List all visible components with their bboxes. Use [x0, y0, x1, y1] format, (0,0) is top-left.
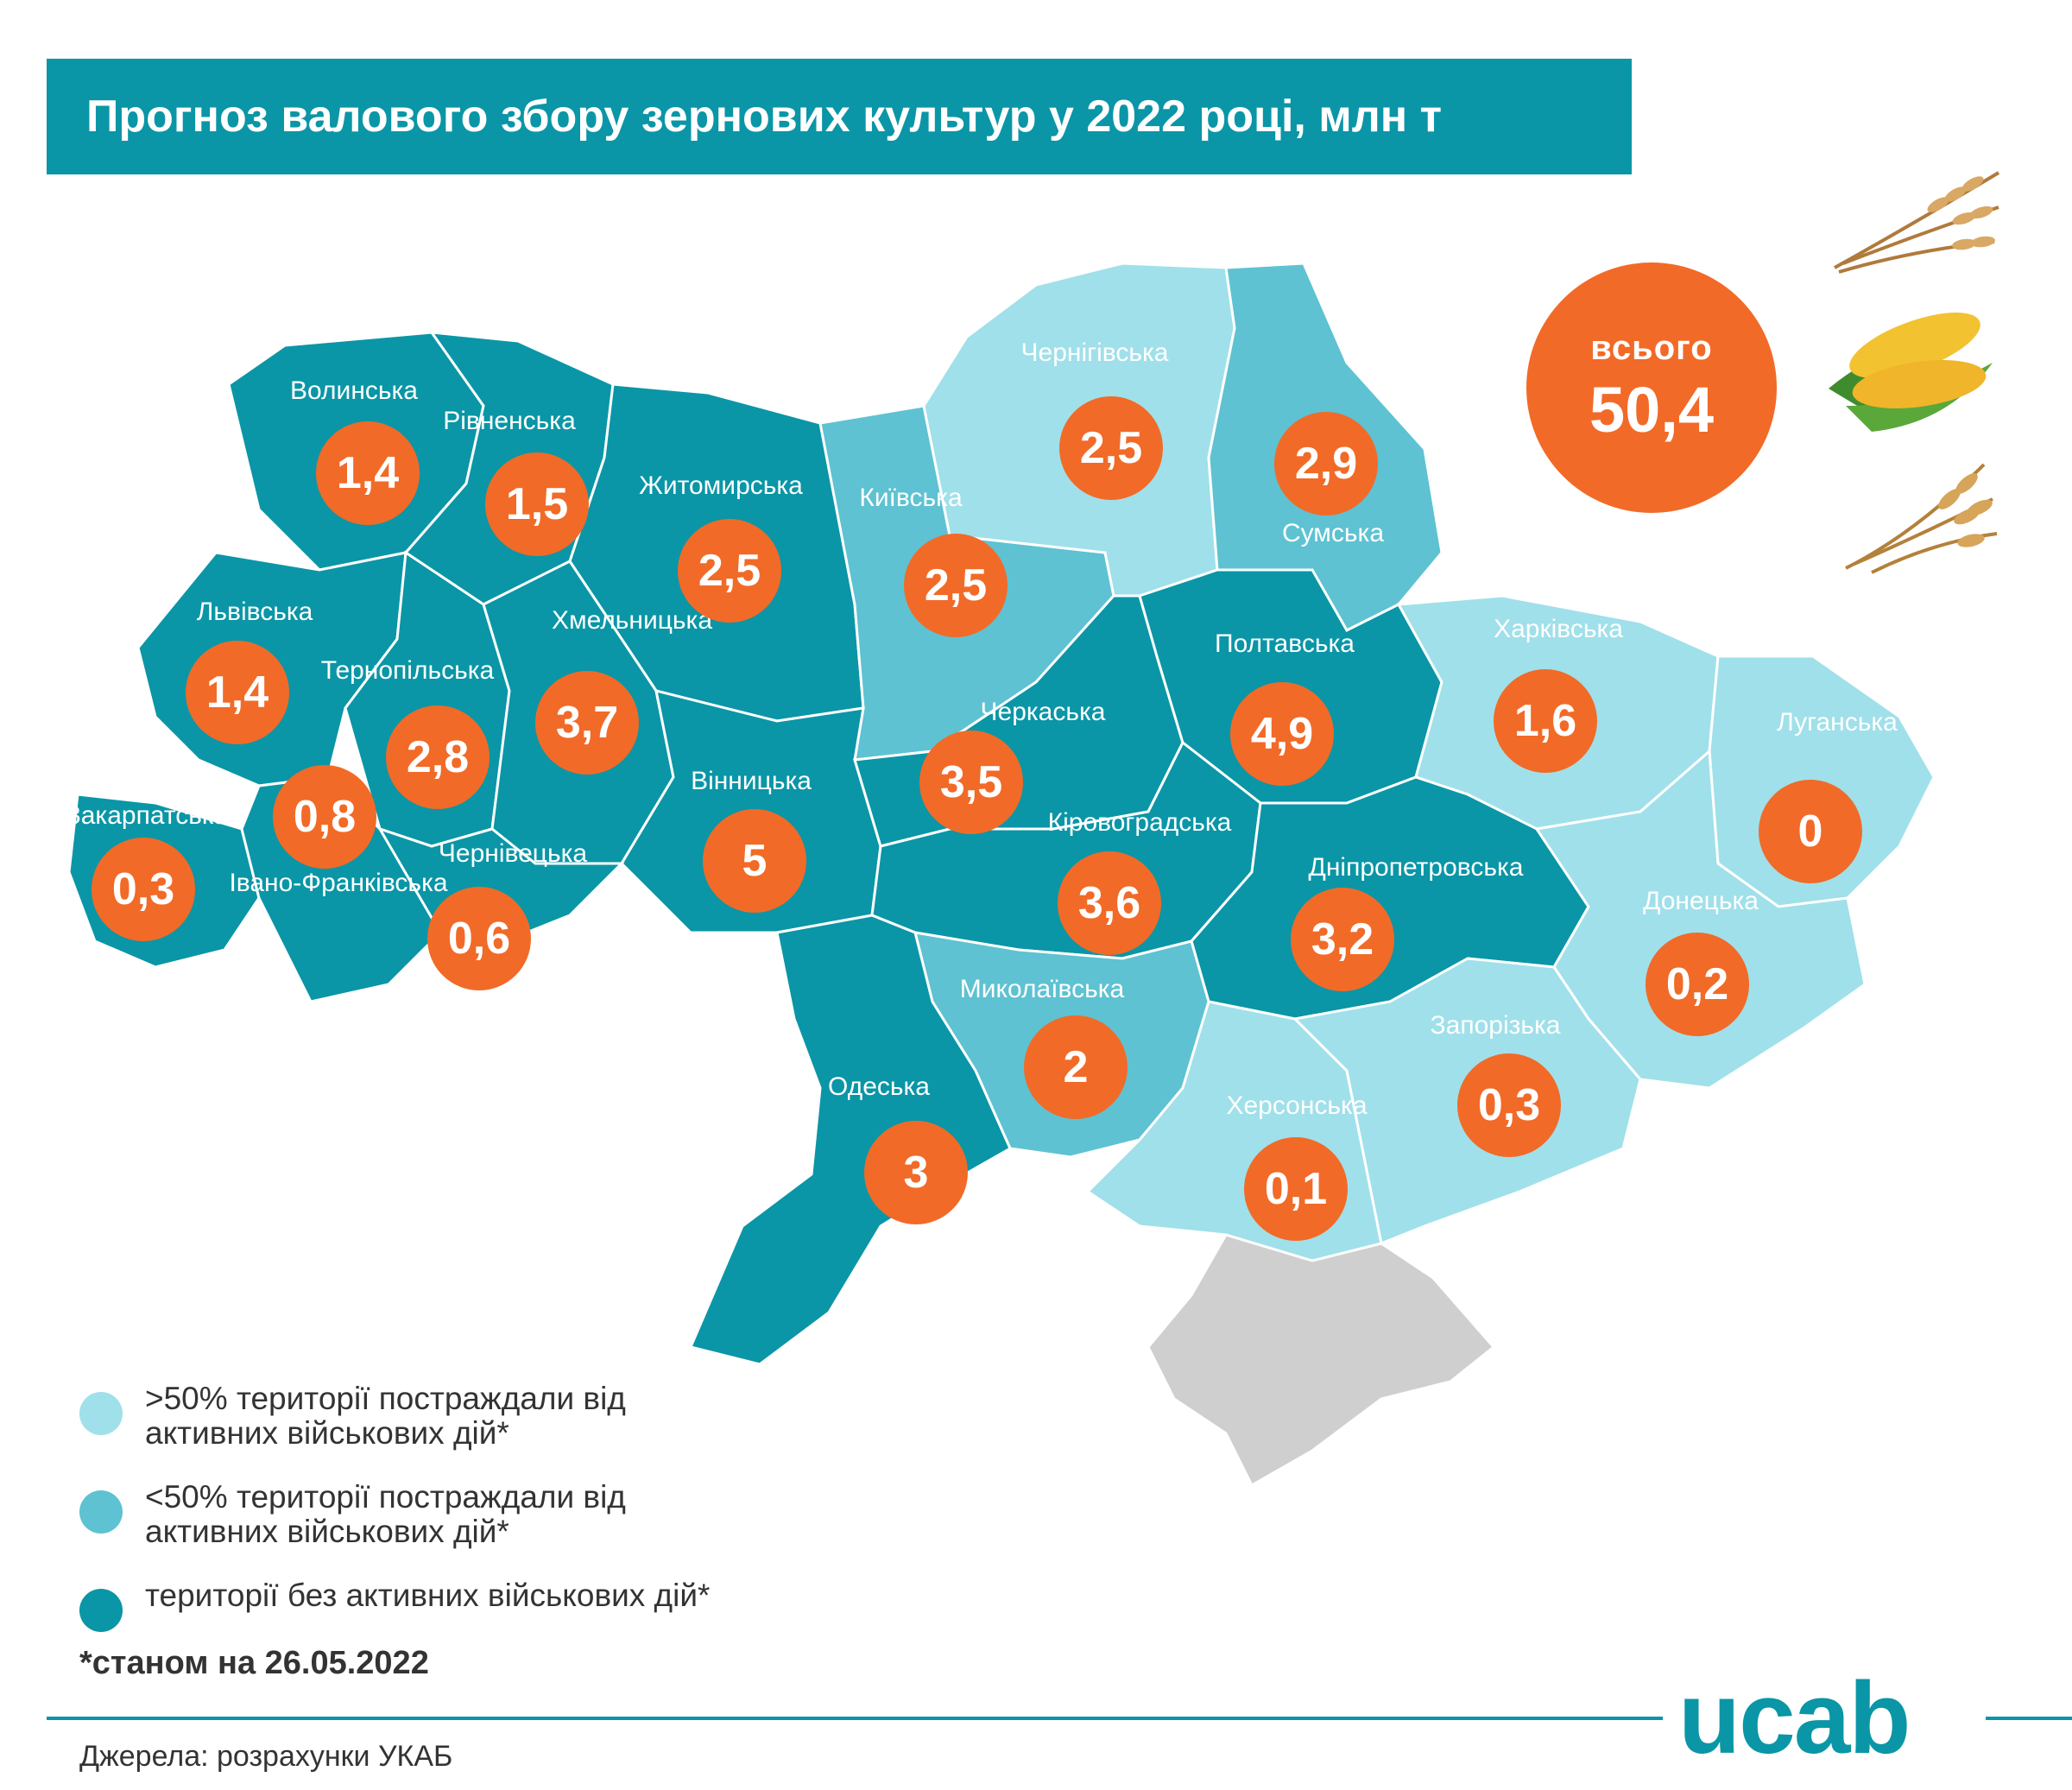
value-label: 0,1: [1265, 1164, 1327, 1214]
region-label: Житомирська: [639, 471, 803, 500]
legend-item: <50% території постраждали від активних …: [79, 1480, 749, 1549]
region-label: Сумська: [1282, 519, 1384, 547]
region-label: Чернігівська: [1021, 338, 1169, 367]
region-label: Тернопільська: [321, 656, 495, 685]
value-label: 0,6: [448, 914, 510, 964]
region-label: Миколаївська: [960, 975, 1125, 1003]
crimea-region: [1147, 1233, 1496, 1488]
legend-swatch: [79, 1490, 123, 1534]
value-bubble: [904, 534, 1008, 637]
value-label: 0,3: [112, 864, 174, 914]
value-label: 4,9: [1251, 709, 1313, 759]
legend-text: території без активних військових дій*: [145, 1578, 711, 1613]
value-label: 1,4: [206, 667, 268, 718]
value-bubble: [1457, 1053, 1561, 1157]
legend-text: >50% території постраждали від активних …: [145, 1381, 626, 1451]
value-bubble: [678, 519, 781, 623]
legend-swatch: [79, 1589, 123, 1632]
value-bubble: [1058, 851, 1161, 955]
source-text: Джерела: розрахунки УКАБ: [79, 1740, 453, 1773]
value-label: 2,5: [1080, 423, 1142, 473]
region-label: Запорізька: [1431, 1011, 1561, 1040]
barley-icon: [1845, 463, 1998, 574]
value-label: 2,5: [925, 560, 987, 610]
value-bubble: [919, 731, 1023, 834]
title-bar: Прогноз валового збору зернових культур …: [47, 59, 1632, 174]
value-label: 3,6: [1078, 878, 1140, 928]
value-label: 2,5: [698, 546, 761, 596]
value-bubble: [1244, 1137, 1348, 1241]
ucab-logo: ucab: [1678, 1667, 1911, 1769]
corn-icon: [1829, 313, 1993, 432]
value-label: 2: [1064, 1042, 1089, 1092]
value-label: 3,7: [556, 698, 618, 748]
region-label: Харківська: [1494, 615, 1623, 643]
region-label: Волинська: [290, 376, 418, 405]
value-label: 1,4: [337, 448, 399, 498]
region-label: Хмельницька: [552, 606, 712, 635]
legend: >50% території постраждали від активних …: [79, 1382, 749, 1661]
value-label: 2,9: [1295, 439, 1357, 489]
value-bubble: [1024, 1015, 1128, 1119]
region-label: Черкаська: [981, 698, 1106, 726]
wheat-icon: [1834, 171, 2000, 274]
legend-item: території без активних військових дій*: [79, 1578, 749, 1632]
value-bubble: [535, 671, 639, 775]
region-label: Чернівецька: [439, 839, 587, 868]
legend-item: >50% території постраждали від активних …: [79, 1382, 749, 1451]
value-bubble: [1759, 780, 1862, 883]
region-label: Івано-Франківська: [229, 869, 447, 897]
region-label: Львівська: [197, 598, 313, 626]
value-bubble: [864, 1121, 968, 1224]
value-bubble: [427, 887, 531, 990]
value-bubble: [1291, 888, 1394, 991]
value-bubble: [186, 641, 289, 744]
logo-text: ucab: [1678, 1661, 1911, 1775]
value-bubble: [1646, 933, 1749, 1036]
region-label: Дніпропетровська: [1309, 853, 1524, 882]
value-bubble: [273, 765, 376, 869]
value-label: 1,6: [1514, 696, 1576, 746]
value-label: 3,2: [1311, 914, 1374, 965]
value-label: 3,5: [940, 757, 1002, 807]
region-label: Херсонська: [1226, 1091, 1367, 1120]
value-label: 0,2: [1666, 959, 1728, 1009]
value-bubble: [92, 838, 195, 941]
value-bubble: [386, 705, 490, 809]
total-badge: всього 50,4: [1526, 262, 1777, 513]
divider-right: [1986, 1717, 2072, 1720]
value-bubble: [485, 452, 589, 556]
value-bubble: [1230, 682, 1334, 786]
value-label: 0: [1798, 806, 1823, 857]
divider-left: [47, 1717, 1663, 1720]
value-bubble: [1494, 669, 1597, 773]
region-label: Кіровоградська: [1048, 808, 1232, 837]
value-bubble: [1059, 396, 1163, 500]
value-label: 3: [904, 1148, 929, 1198]
region-label: Одеська: [828, 1072, 930, 1101]
value-bubble: [703, 809, 806, 913]
page-title: Прогноз валового збору зернових культур …: [86, 92, 1443, 142]
region-label: Київська: [859, 484, 963, 512]
value-label: 0,8: [294, 792, 356, 842]
value-label: 5: [742, 836, 768, 886]
region-shape: [688, 914, 1012, 1366]
legend-text: <50% території постраждали від активних …: [145, 1479, 626, 1549]
region-label: Донецька: [1643, 887, 1759, 915]
value-label: 2,8: [407, 732, 469, 782]
region-label: Рівненська: [443, 407, 576, 435]
value-bubble: [1274, 412, 1378, 515]
region-label: Полтавська: [1215, 629, 1355, 658]
legend-swatch: [79, 1392, 123, 1435]
value-label: 1,5: [506, 479, 568, 529]
total-value: 50,4: [1589, 374, 1715, 446]
region-label: Закарпатська: [66, 801, 229, 830]
total-label: всього: [1590, 329, 1713, 367]
value-bubble: [316, 421, 420, 525]
footnote: *станом на 26.05.2022: [79, 1645, 429, 1681]
region-label: Луганська: [1777, 708, 1898, 737]
value-label: 0,3: [1478, 1080, 1540, 1130]
region-label: Вінницька: [691, 767, 812, 795]
